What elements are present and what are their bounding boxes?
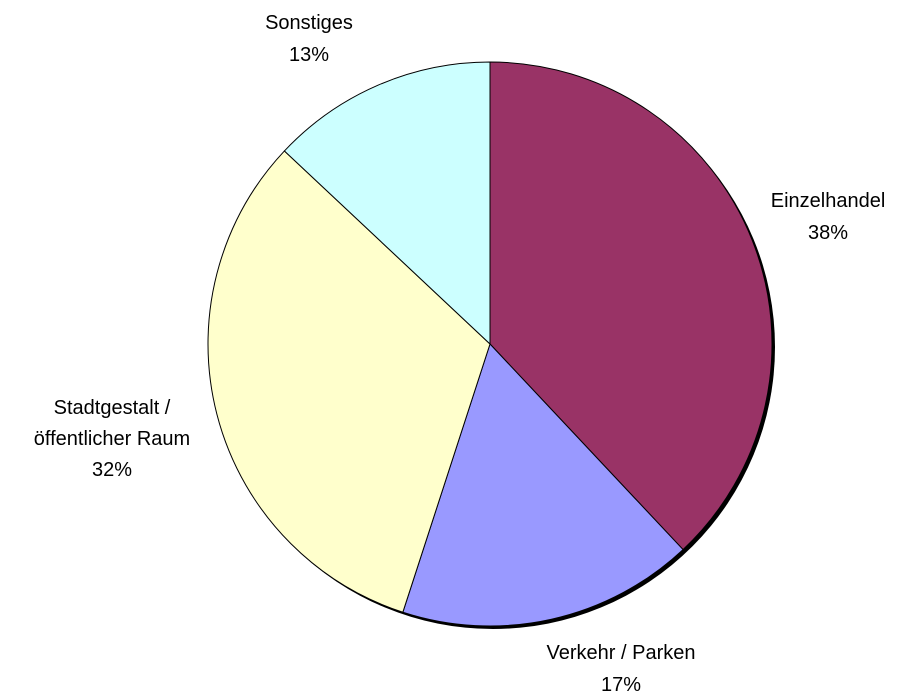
slice-percent: 13% (288, 44, 330, 66)
slice-label: Sonstiges (265, 12, 353, 34)
slice-label: Einzelhandel (770, 190, 886, 212)
slice-label: Verkehr / Parken (546, 642, 696, 664)
pie-slice (283, 61, 491, 346)
pie-slice (207, 150, 491, 613)
slice-percent: 17% (600, 674, 642, 695)
slice-percent: 38% (807, 222, 849, 244)
slice-percent: 32% (91, 459, 133, 481)
pie-slice (402, 343, 684, 627)
pie-slice (489, 61, 773, 551)
slice-label: Stadtgestalt / öffentlicher Raum (33, 397, 191, 450)
